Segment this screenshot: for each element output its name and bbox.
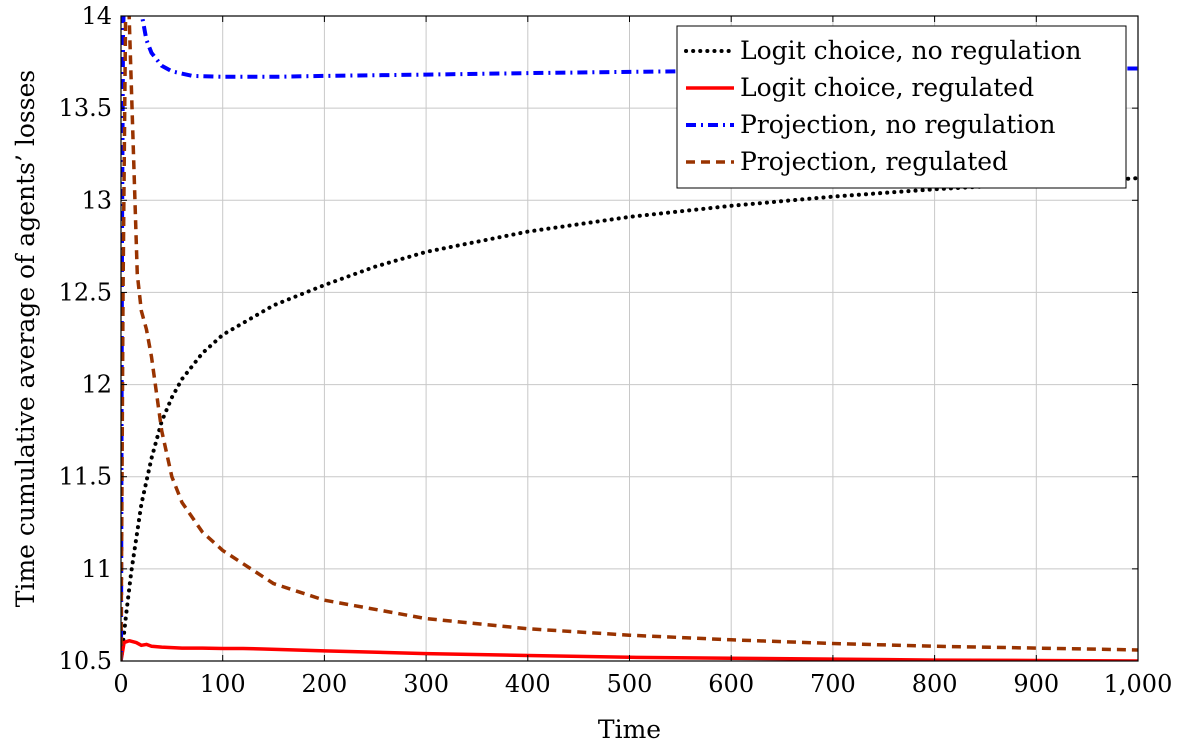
- legend-box: [676, 25, 1127, 189]
- x-tick-label: 800: [912, 670, 958, 698]
- x-tick-label: 0: [113, 670, 128, 698]
- y-tick-label: 13: [81, 186, 112, 214]
- axis-ticks: 0 100 200 300 400 500 600 700 800 900 1,000 10.5 11 1…: [59, 2, 1173, 698]
- y-tick-label: 11.5: [59, 463, 112, 491]
- y-axis-label: Time cumulative average of agents’ losse…: [11, 70, 40, 607]
- series-line-2: [121, 638, 1138, 661]
- x-tick-label: 200: [301, 670, 347, 698]
- y-tick-label: 12: [81, 371, 112, 399]
- x-tick-label: 300: [403, 670, 449, 698]
- x-tick-label: 400: [505, 670, 551, 698]
- x-tick-label: 1,000: [1104, 670, 1173, 698]
- y-tick-label: 11: [81, 555, 112, 583]
- y-tick-label: 13.5: [59, 94, 112, 122]
- x-tick-label: 100: [200, 670, 246, 698]
- legend-label-1: Logit choice, no regulation: [740, 36, 1082, 65]
- legend-label-4: Projection, regulated: [740, 147, 1008, 176]
- x-tick-label: 700: [810, 670, 856, 698]
- x-tick-label: 900: [1013, 670, 1059, 698]
- y-tick-label: 10.5: [59, 647, 112, 675]
- y-tick-label: 14: [81, 2, 112, 30]
- legend-label-2: Logit choice, regulated: [740, 73, 1034, 102]
- x-tick-label: 600: [708, 670, 754, 698]
- legend-label-3: Projection, no regulation: [740, 110, 1056, 139]
- y-tick-label: 12.5: [59, 278, 112, 306]
- x-axis-label: Time: [598, 715, 661, 744]
- x-tick-label: 500: [607, 670, 653, 698]
- legend: Logit choice, no regulation Logit choice,…: [676, 25, 1127, 189]
- series-line-4: [121, 16, 1138, 661]
